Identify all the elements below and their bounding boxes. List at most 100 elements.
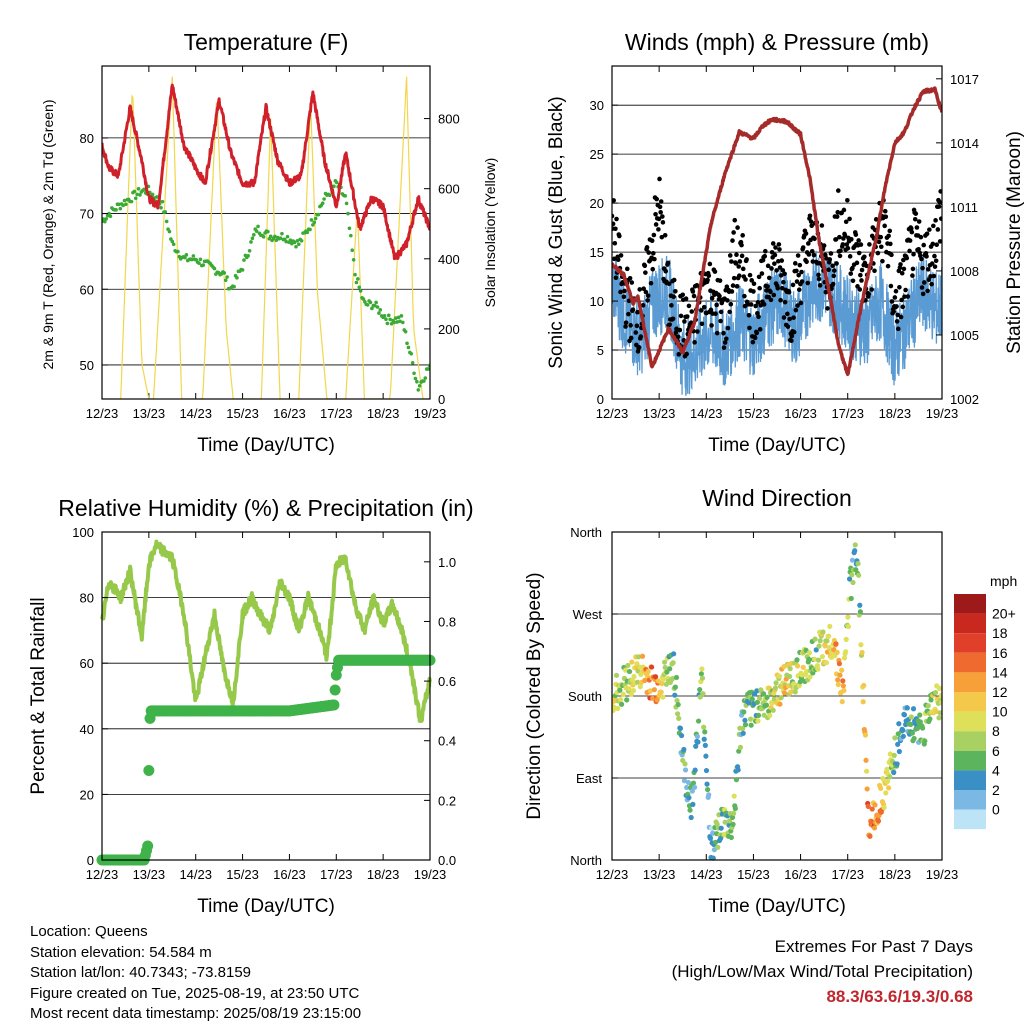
gust-point bbox=[834, 261, 839, 266]
dewpoint-point bbox=[201, 263, 206, 267]
direction-point bbox=[626, 668, 633, 675]
dewpoint-point bbox=[107, 211, 111, 216]
direction-point bbox=[706, 792, 712, 798]
direction-point bbox=[634, 679, 641, 685]
gust-point bbox=[924, 231, 930, 237]
colorbar-label: 14 bbox=[992, 664, 1008, 680]
direction-point bbox=[754, 699, 760, 705]
gust-point bbox=[757, 327, 763, 332]
direction-point bbox=[748, 722, 754, 728]
gust-point bbox=[895, 326, 901, 332]
gust-point bbox=[646, 250, 652, 255]
direction-point bbox=[631, 673, 637, 680]
gust-point bbox=[933, 258, 939, 264]
gust-point bbox=[819, 223, 825, 228]
direction-point bbox=[651, 687, 658, 693]
x-tick-label: 13/23 bbox=[133, 867, 166, 882]
gust-point bbox=[717, 293, 722, 299]
gust-point bbox=[825, 306, 830, 311]
y2-tick-label: 0.2 bbox=[438, 793, 456, 808]
direction-point bbox=[840, 678, 846, 684]
gust-point bbox=[713, 311, 718, 317]
gust-point bbox=[893, 288, 899, 294]
direction-point bbox=[667, 666, 673, 672]
gust-point bbox=[831, 273, 837, 279]
direction-point bbox=[698, 671, 704, 677]
series-line-humidity bbox=[100, 539, 432, 723]
dewpoint-point bbox=[160, 199, 165, 204]
direction-point bbox=[776, 673, 783, 679]
dewpoint-point bbox=[252, 233, 256, 237]
chart-title: Winds (mph) & Pressure (mb) bbox=[625, 29, 929, 55]
dewpoint-point bbox=[344, 201, 349, 206]
direction-point bbox=[674, 697, 680, 704]
gust-point bbox=[775, 285, 781, 291]
gust-point bbox=[635, 309, 640, 315]
y-tick-label: 15 bbox=[590, 245, 604, 260]
gust-point bbox=[795, 253, 801, 258]
gust-point bbox=[876, 239, 882, 245]
gust-point bbox=[753, 303, 758, 309]
dewpoint-point bbox=[353, 272, 357, 277]
dewpoint-point bbox=[167, 229, 172, 234]
dewpoint-point bbox=[322, 197, 326, 201]
direction-point bbox=[871, 825, 878, 831]
dewpoint-point bbox=[372, 303, 377, 308]
gust-point bbox=[736, 264, 742, 269]
gust-point bbox=[759, 271, 765, 276]
direction-point bbox=[927, 716, 933, 722]
dewpoint-point bbox=[405, 341, 409, 346]
direction-point bbox=[742, 722, 749, 728]
colorbar-label: 10 bbox=[992, 704, 1008, 720]
dewpoint-point bbox=[417, 384, 422, 388]
dewpoint-point bbox=[422, 379, 426, 383]
gust-point bbox=[791, 329, 797, 335]
direction-point bbox=[763, 702, 770, 708]
gust-point bbox=[779, 258, 785, 263]
direction-point bbox=[702, 729, 708, 735]
gust-point bbox=[673, 330, 679, 335]
direction-point bbox=[837, 672, 843, 678]
colorbar-swatch bbox=[954, 711, 986, 732]
dewpoint-point bbox=[274, 238, 279, 243]
plot-frame bbox=[611, 65, 943, 400]
dewpoint-point bbox=[132, 189, 137, 194]
direction-point bbox=[850, 579, 856, 586]
direction-point bbox=[662, 664, 668, 671]
gust-point bbox=[653, 211, 658, 217]
gust-point bbox=[623, 320, 629, 325]
dewpoint-point bbox=[278, 236, 283, 240]
direction-point bbox=[678, 732, 685, 739]
dewpoint-point bbox=[240, 268, 245, 272]
direction-point bbox=[684, 784, 690, 791]
gust-point bbox=[717, 278, 723, 283]
dewpoint-point bbox=[183, 255, 187, 260]
gust-point bbox=[739, 253, 745, 259]
direction-point bbox=[767, 712, 773, 719]
direction-point bbox=[804, 668, 810, 675]
gust-point bbox=[771, 292, 777, 298]
gust-point bbox=[837, 234, 842, 240]
y-tick-label: 0 bbox=[597, 392, 604, 407]
dewpoint-point bbox=[423, 376, 428, 380]
gust-point bbox=[792, 261, 798, 266]
direction-point bbox=[733, 777, 740, 783]
gust-point bbox=[714, 302, 719, 308]
dewpoint-point bbox=[232, 284, 236, 289]
direction-point bbox=[781, 690, 788, 696]
direction-point bbox=[884, 778, 891, 785]
dewpoint-point bbox=[242, 258, 246, 262]
gust-point bbox=[902, 294, 907, 299]
y-tick-label: 40 bbox=[80, 722, 94, 737]
gust-point bbox=[709, 323, 714, 328]
dewpoint-point bbox=[395, 320, 400, 324]
dewpoint-point bbox=[249, 240, 253, 244]
series-line-sonic-wind bbox=[612, 246, 942, 396]
gust-point bbox=[677, 327, 683, 333]
gust-point bbox=[840, 242, 846, 247]
x-tick-label: 12/23 bbox=[596, 867, 629, 882]
direction-point bbox=[910, 706, 917, 712]
dewpoint-point bbox=[332, 184, 336, 189]
direction-point bbox=[845, 623, 852, 630]
